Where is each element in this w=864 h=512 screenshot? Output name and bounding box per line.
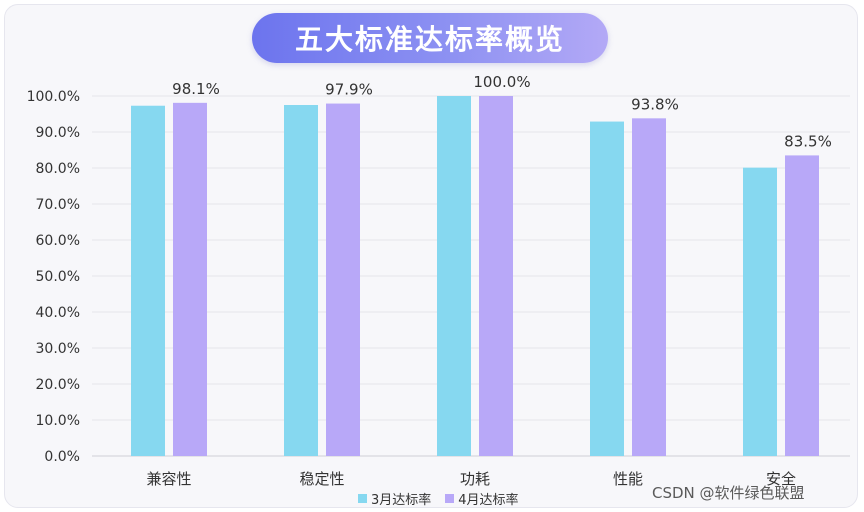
data-label-1: 97.9%	[325, 81, 373, 99]
legend-swatch-april	[445, 493, 455, 503]
y-tick-label-2: 20.0%	[36, 377, 80, 393]
legend-item-april: 4月达标率	[445, 489, 519, 508]
legend: 3月达标率 4月达标率	[358, 489, 519, 508]
category-label-0: 兼容性	[146, 470, 191, 488]
data-label-2: 100.0%	[473, 73, 530, 91]
category-label-4: 安全	[766, 470, 796, 488]
y-tick-label-9: 90.0%	[36, 125, 80, 141]
bar-march-0	[131, 105, 165, 456]
legend-label-march: 3月达标率	[371, 492, 432, 508]
bar-march-2	[437, 96, 471, 456]
title-banner: 五大标准达标率概览	[252, 13, 608, 63]
data-label-0: 98.1%	[172, 80, 220, 98]
bar-april-0	[173, 102, 207, 456]
bar-april-2	[479, 96, 513, 456]
legend-swatch-march	[358, 493, 367, 503]
y-tick-label-3: 30.0%	[36, 341, 80, 357]
legend-item-march: 3月达标率	[358, 489, 431, 508]
bar-march-4	[743, 167, 777, 456]
y-tick-label-5: 50.0%	[36, 269, 80, 285]
y-tick-label-7: 70.0%	[36, 197, 80, 213]
y-tick-label-8: 80.0%	[36, 161, 80, 177]
category-label-2: 功耗	[460, 470, 490, 488]
y-tick-label-10: 100.0%	[27, 89, 80, 105]
category-label-3: 性能	[613, 470, 643, 488]
data-label-3: 93.8%	[631, 95, 679, 113]
watermark: CSDN @软件绿色联盟	[652, 484, 805, 502]
data-label-4: 83.5%	[784, 132, 832, 150]
bar-april-4	[785, 155, 819, 456]
category-label-1: 稳定性	[299, 470, 344, 488]
bar-march-3	[590, 121, 624, 456]
bar-april-1	[326, 103, 360, 456]
y-tick-label-6: 60.0%	[36, 233, 80, 249]
y-tick-label-4: 40.0%	[36, 305, 80, 321]
bar-march-1	[284, 105, 318, 456]
bar-april-3	[632, 118, 666, 456]
legend-label-april: 4月达标率	[458, 492, 519, 508]
y-tick-label-1: 10.0%	[36, 413, 80, 429]
chart-title: 五大标准达标率概览	[294, 23, 565, 56]
y-tick-label-0: 0.0%	[44, 449, 80, 465]
